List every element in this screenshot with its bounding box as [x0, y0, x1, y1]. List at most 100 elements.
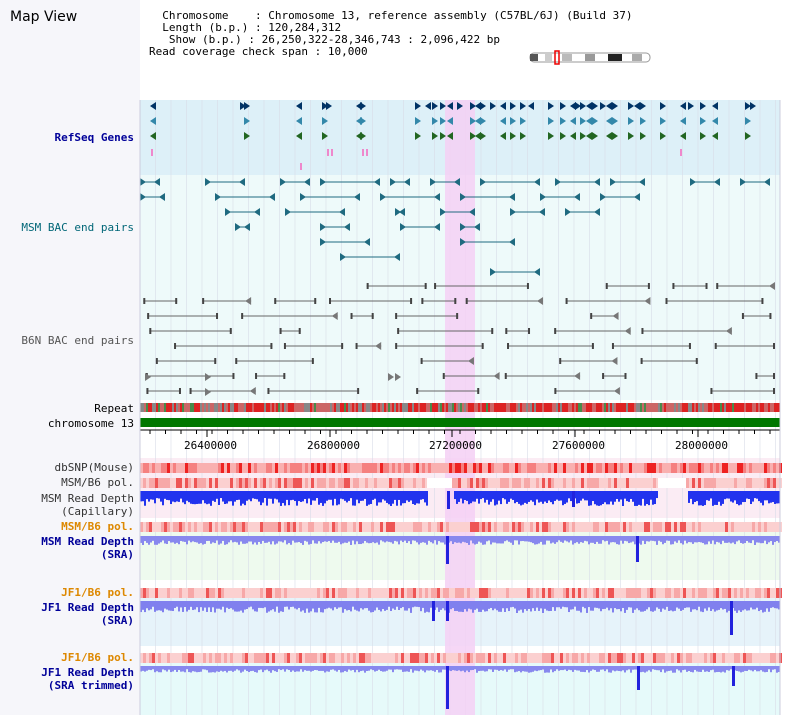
msm-pol2-cell [302, 522, 305, 532]
jf1-pol2-cell [599, 653, 602, 663]
dbsnp-cell [527, 463, 530, 473]
msm-pol-cell [545, 478, 548, 488]
dbsnp-cell [755, 463, 758, 473]
msm-pol2-cell [581, 522, 584, 532]
jf1-pol-cell [275, 588, 278, 598]
repeat-mark [678, 403, 680, 412]
jf1-sra-depth-bar [600, 601, 602, 612]
msm-cap-depth-bar [378, 491, 380, 503]
jf1-pol-cell [251, 588, 254, 598]
jf1-pol-cell [647, 588, 650, 598]
jf1-pol-cell [302, 588, 305, 598]
bac-end [214, 358, 217, 364]
msm-sra-depth-bar [270, 536, 272, 545]
track-label-msm-bac[interactable]: MSM BAC end pairs [21, 221, 134, 234]
jf1-trim-depth-bar [760, 666, 762, 671]
jf1-pol-cell [587, 588, 590, 598]
jf1-sra-depth-bar [660, 601, 662, 612]
msm-pol-cell [518, 478, 521, 488]
msm-pol-cell [377, 478, 380, 488]
dbsnp-cell [173, 463, 176, 473]
dbsnp-cell [440, 463, 443, 473]
track-label-b6n-bac[interactable]: B6N BAC end pairs [21, 334, 134, 347]
jf1-sra-depth-bar [482, 601, 484, 610]
repeat-mark [666, 403, 668, 412]
gene-arrow [570, 117, 576, 125]
jf1-trim-depth-bar [464, 666, 466, 673]
jf1-pol-cell [719, 588, 722, 598]
msm-cap-depth-bar [404, 491, 406, 504]
jf1-sra-depth-bar [456, 601, 458, 611]
bac-end [540, 193, 546, 201]
jf1-trim-depth-bar [620, 666, 622, 672]
track-label-refseq[interactable]: RefSeq Genes [54, 131, 134, 144]
bac-end [460, 193, 466, 201]
msm-cap-depth-bar [338, 491, 340, 505]
jf1-trim-depth-bar [610, 666, 612, 673]
jf1-pol2-cell [614, 653, 617, 663]
repeat-mark [250, 403, 252, 412]
jf1-pol-cell [683, 588, 686, 598]
bac-end [175, 298, 178, 304]
jf1-trim-depth-bar [202, 666, 204, 670]
repeat-mark [558, 403, 560, 412]
jf1-sra-depth-bar [320, 601, 322, 613]
gene-arrow [500, 117, 506, 125]
dbsnp-cell [389, 463, 392, 473]
jf1-sra-depth-bar [328, 601, 330, 608]
bac-end [434, 193, 440, 201]
jf1-pol-cell [662, 588, 665, 598]
jf1-pol2-cell [536, 653, 539, 663]
msm-sra-depth-bar [760, 536, 762, 544]
dbsnp-cell [740, 463, 743, 473]
dbsnp-cell [671, 463, 674, 473]
jf1-trim-depth-bar [574, 666, 576, 670]
b6n-bac-track[interactable] [143, 282, 775, 396]
jf1-trim-depth-bar [516, 666, 518, 672]
msm-pol2-cell [194, 522, 197, 532]
refseq-genes-track[interactable] [150, 102, 756, 170]
repeat-mark [662, 403, 664, 412]
bac-end [469, 208, 475, 216]
repeat-mark [574, 403, 576, 412]
msm-pol2-cell [350, 522, 353, 532]
msm-pol-cell [329, 478, 332, 488]
dbsnp-cell [467, 463, 470, 473]
msm-pol2-cell [323, 522, 326, 532]
msm-bac-track[interactable] [140, 178, 770, 276]
gene-arrow [447, 102, 453, 110]
repeat-mark [380, 403, 382, 412]
dbsnp-cell [683, 463, 686, 473]
chromosome-bar [140, 418, 780, 427]
repeat-mark [422, 403, 424, 412]
repeat-mark [724, 403, 726, 412]
jf1-pol-cell [725, 588, 728, 598]
jf1-sra-depth-bar [282, 601, 284, 612]
msm-pol2-cell [632, 522, 635, 532]
jf1-pol2-cell [674, 653, 677, 663]
msm-pol2-cell [539, 522, 542, 532]
jf1-pol2-cell [572, 653, 575, 663]
msm-sra-depth-bar [336, 536, 338, 543]
msm-pol2-cell [548, 522, 551, 532]
msm-sra-depth-bar [424, 536, 426, 543]
msm-sra-depth-bar [750, 536, 752, 544]
jf1-sra-depth-bar [774, 601, 776, 609]
jf1-sra-depth-bar [318, 601, 320, 608]
bac-end [565, 298, 568, 304]
jf1-pol-cell [209, 588, 212, 598]
repeat-mark [470, 403, 472, 412]
msm-cap-depth-bar [336, 491, 338, 506]
jf1-sra-depth-bar [632, 601, 634, 613]
jf1-sra-depth-bar [764, 601, 766, 612]
chromosome-ideogram[interactable] [529, 50, 651, 65]
jf1-pol-cell [149, 588, 152, 598]
jf1-trim-depth-bar [480, 666, 482, 671]
bac-end [534, 268, 540, 276]
bac-end [705, 283, 708, 289]
dbsnp-cell [461, 463, 464, 473]
msm-sra-depth-bar [518, 536, 520, 545]
msm-sra-depth-bar [736, 536, 738, 542]
jf1-pol-cell [350, 588, 353, 598]
repeat-mark [698, 403, 700, 412]
